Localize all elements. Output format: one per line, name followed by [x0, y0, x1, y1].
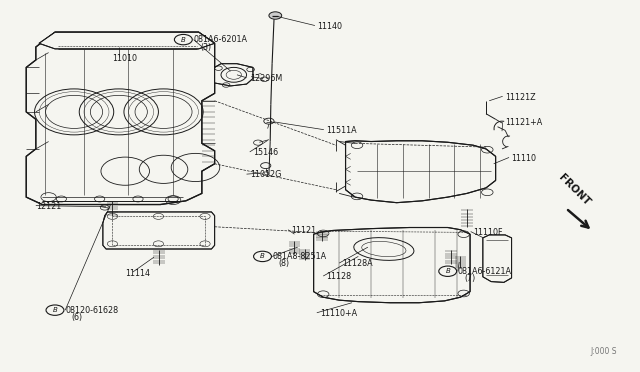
- Text: B: B: [181, 36, 186, 43]
- Text: 11128A: 11128A: [342, 259, 373, 268]
- Polygon shape: [314, 228, 470, 303]
- Text: 08120-61628: 08120-61628: [65, 306, 118, 315]
- Polygon shape: [346, 141, 495, 203]
- Polygon shape: [214, 64, 253, 86]
- Polygon shape: [39, 32, 214, 49]
- Text: 11110F: 11110F: [473, 228, 503, 237]
- Text: 11121+A: 11121+A: [505, 119, 543, 128]
- Text: 11140: 11140: [317, 22, 342, 31]
- Text: 12121: 12121: [36, 202, 61, 211]
- Polygon shape: [103, 212, 214, 249]
- Text: 12296M: 12296M: [250, 74, 282, 83]
- Text: B: B: [260, 253, 265, 259]
- Ellipse shape: [354, 238, 414, 260]
- Text: B: B: [52, 307, 58, 313]
- Text: J:000 S: J:000 S: [591, 347, 617, 356]
- Text: 11121: 11121: [291, 226, 316, 235]
- Text: 15146: 15146: [253, 148, 278, 157]
- Text: (3): (3): [200, 42, 211, 51]
- Text: 11114: 11114: [125, 269, 150, 278]
- Text: 11128: 11128: [326, 272, 351, 281]
- Text: 11012G: 11012G: [250, 170, 281, 179]
- Polygon shape: [26, 32, 214, 205]
- Text: 11010: 11010: [113, 54, 138, 62]
- Text: 11110: 11110: [511, 154, 536, 163]
- Text: 11121Z: 11121Z: [505, 93, 536, 102]
- Text: (7): (7): [465, 274, 476, 283]
- Polygon shape: [483, 235, 511, 282]
- Text: 081A6-6201A: 081A6-6201A: [193, 35, 248, 44]
- Text: 081A8-8251A: 081A8-8251A: [272, 252, 326, 261]
- Text: 11511A: 11511A: [326, 126, 357, 135]
- Text: (6): (6): [72, 313, 83, 322]
- Text: (8): (8): [278, 259, 290, 268]
- Text: 081A6-6121A: 081A6-6121A: [458, 267, 512, 276]
- Text: FRONT: FRONT: [556, 172, 591, 207]
- Circle shape: [269, 12, 282, 19]
- Text: 11110+A: 11110+A: [320, 310, 357, 318]
- Text: B: B: [445, 268, 450, 274]
